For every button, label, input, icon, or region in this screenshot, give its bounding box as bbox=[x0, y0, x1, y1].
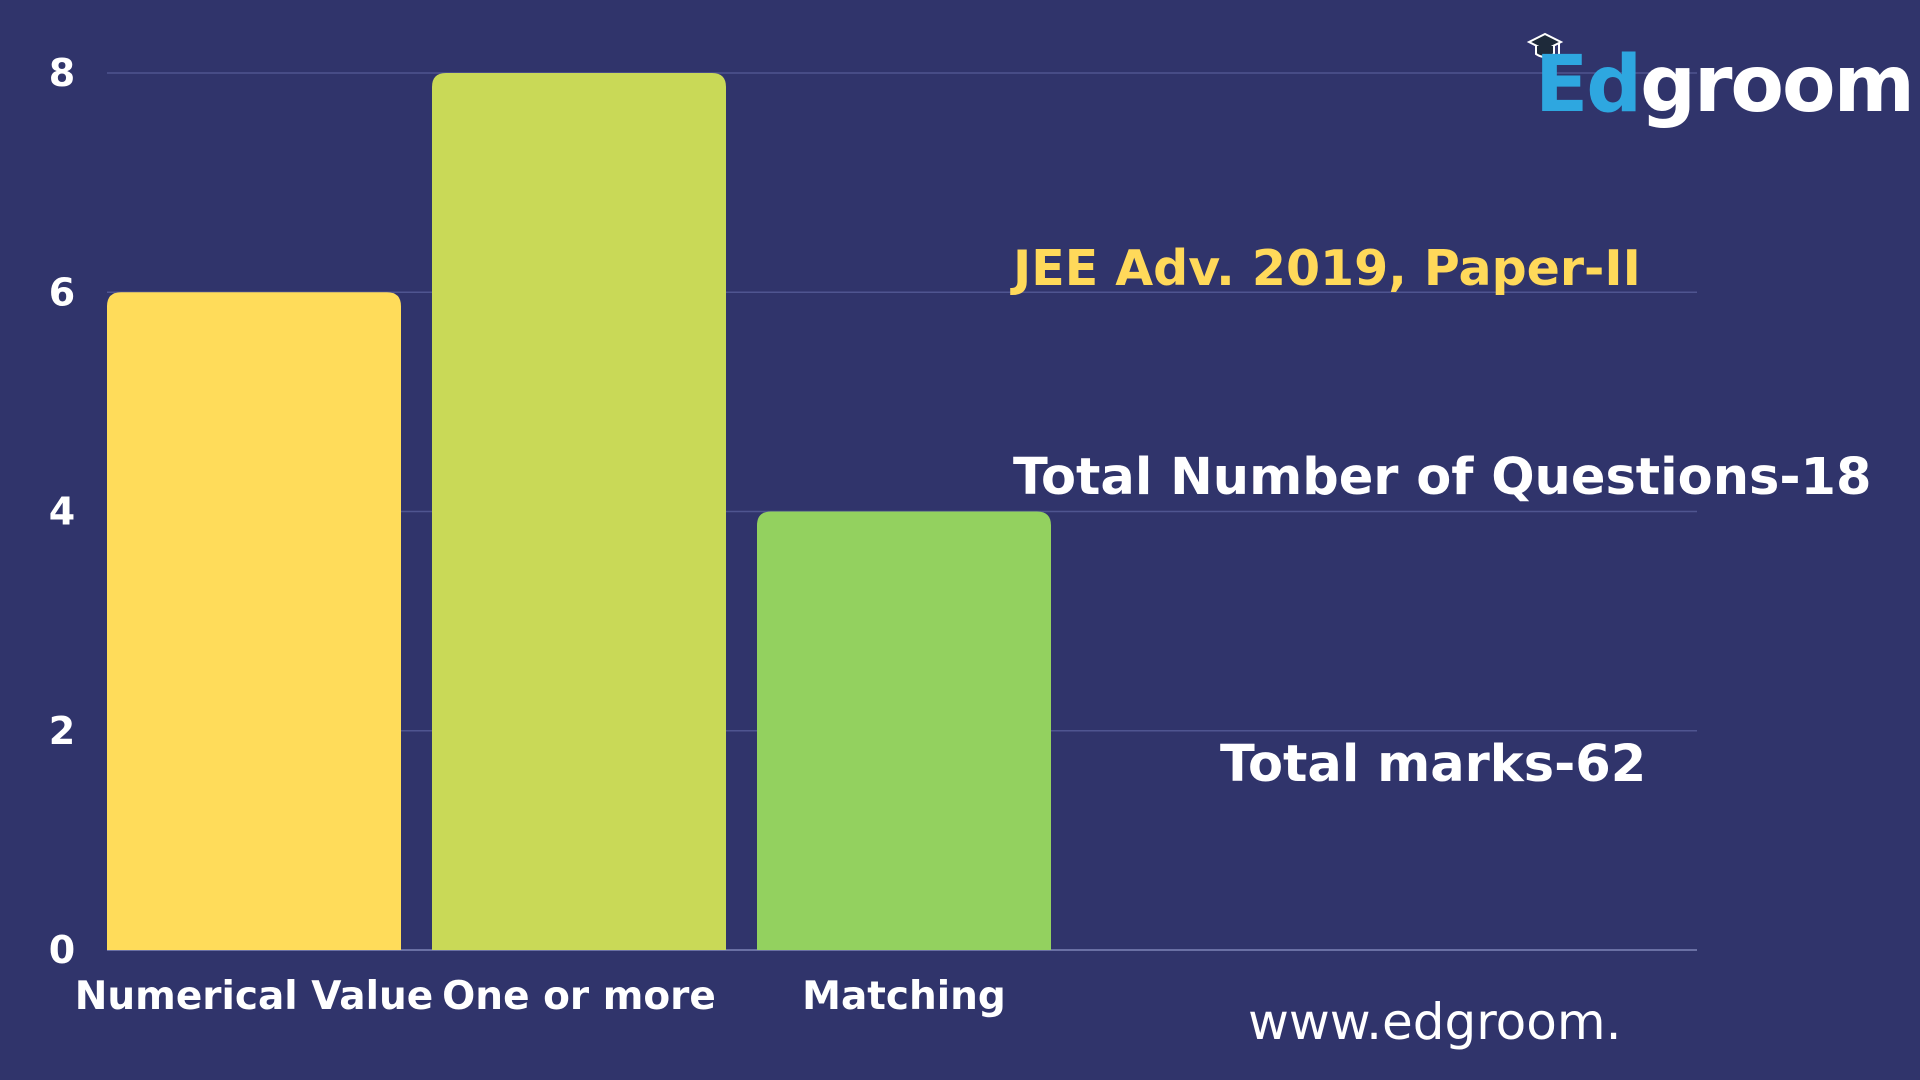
bar-matching bbox=[757, 511, 1051, 950]
y-tick-label: 4 bbox=[49, 490, 75, 534]
y-tick-label: 0 bbox=[49, 928, 75, 972]
chart-subtitle: JEE Adv. 2019, Paper-II bbox=[1013, 240, 1641, 297]
logo-groom: groom bbox=[1640, 40, 1915, 130]
logo-ed: Ed bbox=[1535, 40, 1642, 130]
x-axis-ticks: Numerical Value One or more Matching bbox=[75, 974, 1006, 1019]
y-tick-label: 8 bbox=[49, 51, 75, 95]
edgroom-logo: Edgroom bbox=[1525, 28, 1915, 138]
bar-one-or-more bbox=[432, 73, 726, 950]
graduation-cap-icon bbox=[1526, 32, 1564, 58]
x-tick-label: One or more bbox=[442, 974, 716, 1019]
y-tick-label: 6 bbox=[49, 270, 75, 314]
bar-numerical-value bbox=[107, 292, 401, 950]
logo-wordmark: Edgroom bbox=[1535, 46, 1915, 124]
x-tick-label: Matching bbox=[802, 974, 1006, 1019]
y-axis-ticks: 0 2 4 6 8 bbox=[49, 51, 75, 972]
x-tick-label: Numerical Value bbox=[75, 974, 433, 1019]
bars bbox=[107, 73, 1051, 950]
y-tick-label: 2 bbox=[49, 709, 75, 753]
total-marks-label: Total marks-62 bbox=[1220, 735, 1647, 794]
website-url: www.edgroom. bbox=[1248, 993, 1622, 1051]
total-questions-label: Total Number of Questions-18 bbox=[1013, 448, 1872, 507]
